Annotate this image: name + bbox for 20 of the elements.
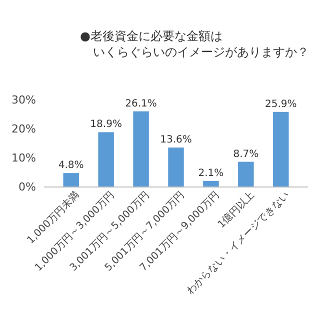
bar (133, 111, 149, 187)
bar (203, 180, 219, 187)
y-tick-label: 30% (12, 94, 36, 107)
y-tick-label: 20% (12, 122, 36, 136)
y-tick-label: 10% (12, 152, 36, 165)
chart-title: ●老後資金に必要な金額は (80, 29, 222, 43)
data-label: 13.6% (160, 134, 192, 146)
data-label: 4.8% (58, 160, 84, 172)
bar (63, 173, 79, 187)
chart-subtitle: いくらぐらいのイメージがありますか？ (93, 45, 309, 59)
data-label: 26.1% (125, 98, 157, 110)
data-label: 2.1% (198, 168, 224, 179)
bar (238, 162, 254, 187)
bar (273, 112, 289, 187)
y-tick-label: 0% (18, 180, 36, 194)
bar (168, 148, 184, 187)
data-label: 25.9% (265, 98, 297, 110)
bar (98, 132, 114, 187)
data-label: 18.9% (90, 119, 122, 130)
data-label: 8.7% (233, 148, 259, 160)
